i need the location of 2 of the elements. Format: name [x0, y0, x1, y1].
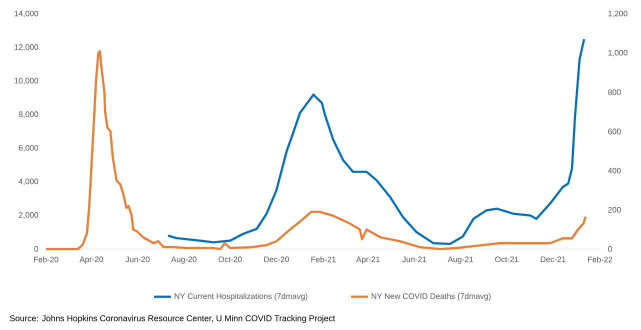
line-series [166, 38, 586, 246]
source-note: Source: Johns Hopkins Coronavirus Resource Center, U Minn COVID Tracking Project [10, 315, 336, 323]
